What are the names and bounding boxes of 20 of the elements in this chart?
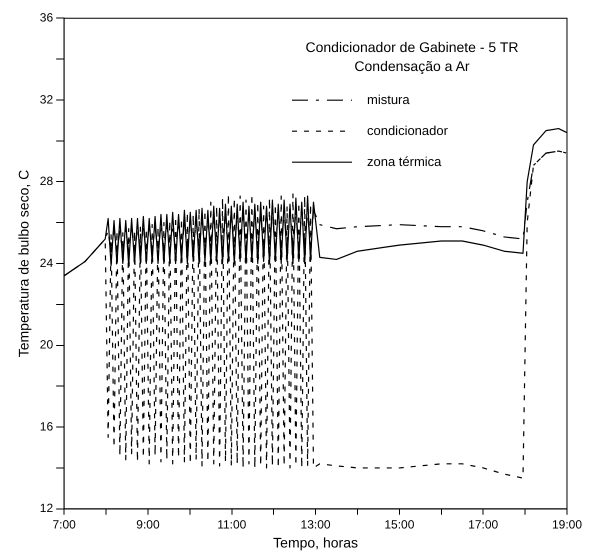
legend-label: condicionador bbox=[366, 122, 449, 138]
y-tick-label: 36 bbox=[40, 10, 54, 25]
y-tick-label: 24 bbox=[40, 256, 54, 270]
y-axis-title: Temperatura de bulbo seco, C bbox=[15, 170, 32, 358]
text: Condicionador de Gabinete - 5 TR Condensação a Ar bbox=[305, 39, 518, 74]
y-tick-label: 28 bbox=[40, 174, 54, 188]
x-tick-label: 17:00 bbox=[468, 517, 499, 532]
y-tick-label: 16 bbox=[40, 419, 54, 434]
y-tick-label: 12 bbox=[40, 501, 54, 516]
x-tick-label: 11:00 bbox=[217, 517, 247, 532]
x-axis-title: Tempo, horas bbox=[273, 534, 358, 550]
y-tick-label: 20 bbox=[40, 338, 54, 352]
legend-label: mistura bbox=[366, 92, 410, 107]
x-tick-label: 19:00 bbox=[552, 517, 582, 532]
x-tick-label: 13:00 bbox=[300, 517, 331, 532]
y-tick-label: 32 bbox=[40, 92, 54, 106]
x-tick-label: 9:00 bbox=[136, 517, 160, 532]
legend-label: zona térmica bbox=[366, 154, 442, 169]
x-tick-label: 15:00 bbox=[384, 517, 415, 532]
x-tick-label: 7:00 bbox=[52, 517, 76, 532]
